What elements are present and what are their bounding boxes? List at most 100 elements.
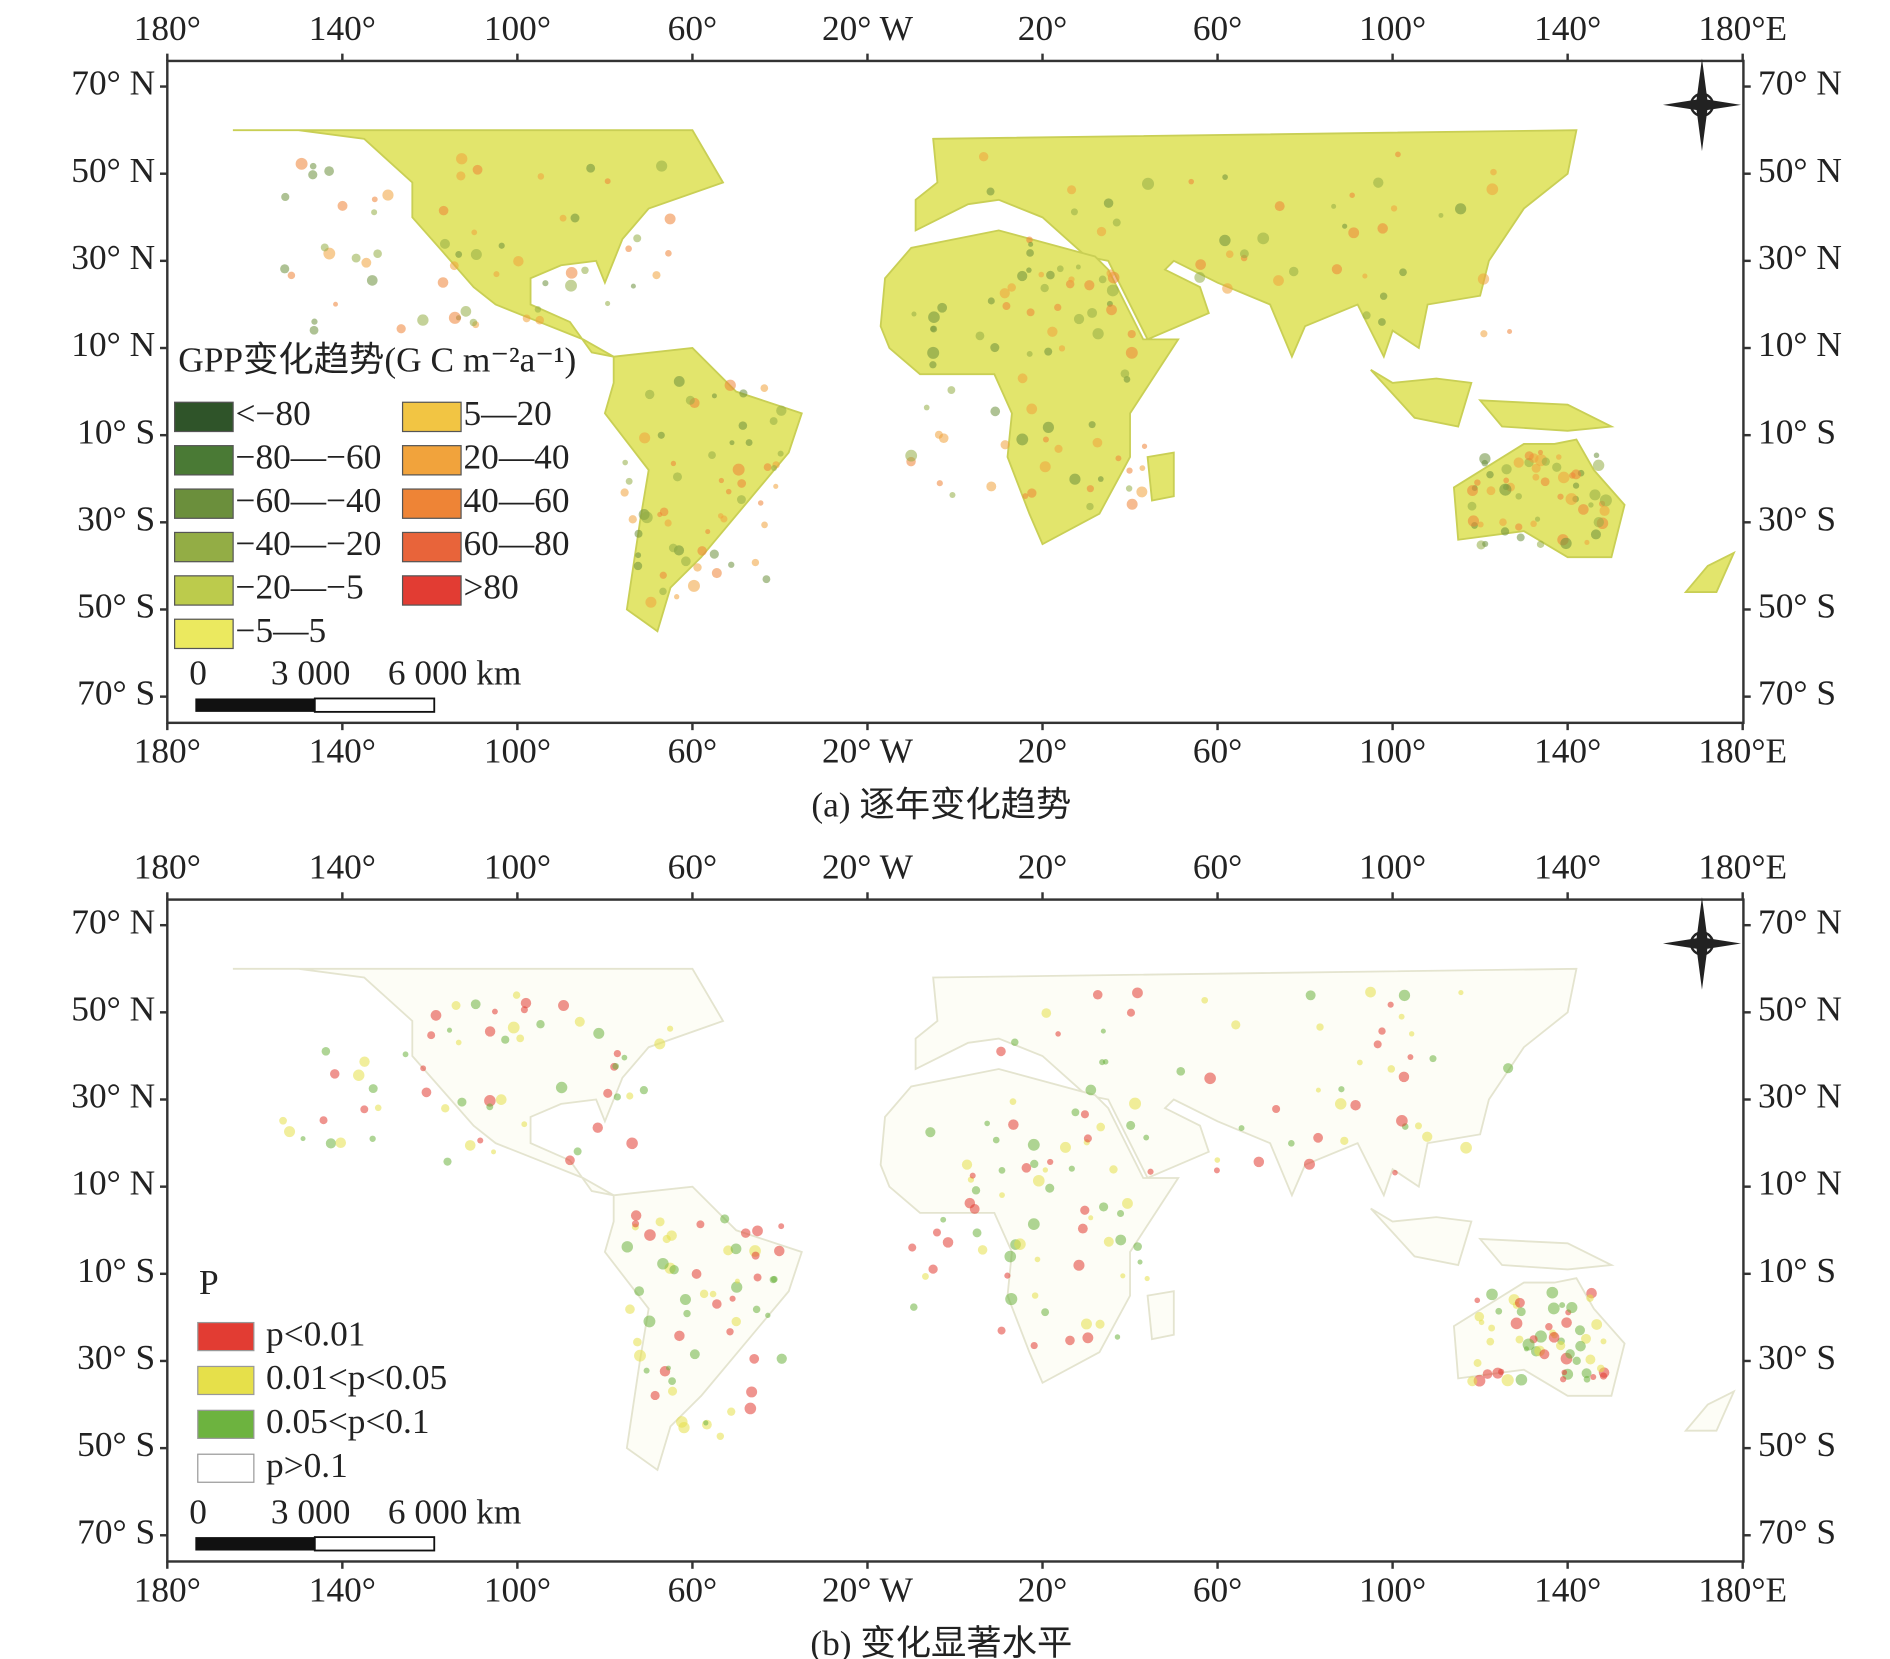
- texture-dot: [633, 234, 642, 243]
- texture-dot: [691, 1269, 702, 1279]
- texture-dot: [739, 389, 748, 398]
- texture-dot: [1539, 1349, 1550, 1360]
- lon-label: 100°: [484, 847, 551, 886]
- texture-dot: [534, 306, 542, 313]
- texture-dot: [776, 405, 787, 416]
- texture-dot: [281, 192, 290, 202]
- texture-dot: [908, 1243, 917, 1252]
- lat-label: 70° S: [77, 674, 155, 713]
- texture-dot: [333, 301, 338, 307]
- texture-dot: [1556, 454, 1562, 460]
- texture-dot: [652, 271, 661, 280]
- texture-dot: [1486, 183, 1499, 196]
- texture-dot: [1516, 533, 1525, 542]
- lat-label: 30° S: [77, 1338, 155, 1377]
- texture-dot: [1231, 1020, 1241, 1030]
- texture-dot: [705, 529, 711, 535]
- texture-dot: [1515, 523, 1523, 531]
- texture-dot: [520, 997, 532, 1009]
- texture-dot: [753, 1273, 762, 1282]
- texture-dot: [1067, 185, 1077, 195]
- texture-dot: [992, 1136, 1000, 1144]
- texture-dot: [1213, 1167, 1220, 1174]
- texture-dot: [287, 271, 296, 280]
- lat-label: 10° N: [71, 325, 155, 364]
- texture-dot: [737, 479, 747, 488]
- scale-bar: [313, 697, 436, 713]
- texture-dot: [1038, 271, 1045, 278]
- land: [1478, 399, 1615, 432]
- texture-dot: [360, 1105, 369, 1114]
- texture-dot: [493, 271, 500, 278]
- texture-dot: [1125, 485, 1133, 492]
- texture-dot: [1373, 1040, 1382, 1049]
- texture-dot: [491, 1008, 498, 1015]
- texture-dot: [613, 1093, 621, 1101]
- texture-dot: [668, 1377, 676, 1386]
- texture-dot: [1565, 1349, 1575, 1359]
- texture-dot: [1546, 1286, 1559, 1299]
- texture-dot: [1115, 1234, 1127, 1246]
- texture-dot: [752, 1305, 761, 1314]
- texture-dot: [1501, 464, 1512, 475]
- texture-dot: [280, 264, 290, 274]
- lat-label: 30° S: [1758, 1338, 1836, 1377]
- texture-dot: [1084, 280, 1095, 291]
- texture-dot: [1204, 1072, 1216, 1085]
- texture-dot: [1599, 494, 1612, 507]
- texture-dot: [1590, 529, 1601, 540]
- texture-dot: [1488, 1324, 1496, 1332]
- texture-dot: [498, 242, 505, 249]
- texture-dot: [1040, 283, 1049, 293]
- texture-dot: [1362, 273, 1368, 279]
- texture-dot: [1599, 1372, 1608, 1380]
- texture-dot: [1492, 1367, 1504, 1379]
- texture-dot: [975, 331, 985, 341]
- texture-dot: [1141, 443, 1148, 449]
- texture-dot: [718, 477, 725, 484]
- legend-label: >80: [464, 568, 519, 607]
- texture-dot: [1017, 373, 1028, 384]
- texture-dot: [1021, 1163, 1032, 1173]
- texture-dot: [928, 1264, 938, 1274]
- texture-dot: [321, 1047, 331, 1056]
- texture-dot: [330, 1069, 340, 1079]
- texture-dot: [1377, 223, 1388, 234]
- texture-dot: [1011, 1038, 1019, 1046]
- texture-dot: [324, 166, 334, 176]
- texture-dot: [371, 209, 378, 216]
- texture-dot: [1514, 1297, 1525, 1308]
- texture-dot: [1098, 275, 1107, 284]
- lon-label: 60°: [1193, 9, 1242, 48]
- lat-label: 10° S: [1758, 1251, 1836, 1290]
- texture-dot: [1088, 421, 1096, 429]
- texture-dot: [1017, 270, 1028, 282]
- lon-label: 100°: [1359, 732, 1426, 771]
- land: [879, 229, 1180, 546]
- texture-dot: [667, 1025, 674, 1032]
- texture-dot: [723, 1245, 734, 1256]
- texture-dot: [1126, 1120, 1136, 1130]
- texture-dot: [1473, 1359, 1482, 1367]
- texture-dot: [337, 200, 348, 211]
- lat-label: 70° S: [1758, 1512, 1836, 1551]
- texture-dot: [1042, 436, 1049, 443]
- legend-swatch: [401, 445, 462, 476]
- texture-dot: [1201, 996, 1209, 1004]
- legend-label: 20—40: [464, 437, 570, 476]
- texture-dot: [1068, 276, 1075, 283]
- texture-dot: [668, 543, 678, 553]
- texture-dot: [1474, 1297, 1481, 1304]
- texture-dot: [1303, 1158, 1315, 1170]
- texture-dot: [1569, 472, 1576, 479]
- texture-dot: [1599, 505, 1610, 516]
- texture-dot: [1541, 457, 1550, 466]
- texture-dot: [1092, 328, 1104, 340]
- texture-dot: [942, 1237, 954, 1248]
- texture-dot: [634, 1286, 645, 1297]
- texture-dot: [687, 579, 700, 592]
- texture-dot: [1467, 485, 1478, 496]
- texture-dot: [1137, 1259, 1143, 1265]
- texture-dot: [1398, 1013, 1405, 1020]
